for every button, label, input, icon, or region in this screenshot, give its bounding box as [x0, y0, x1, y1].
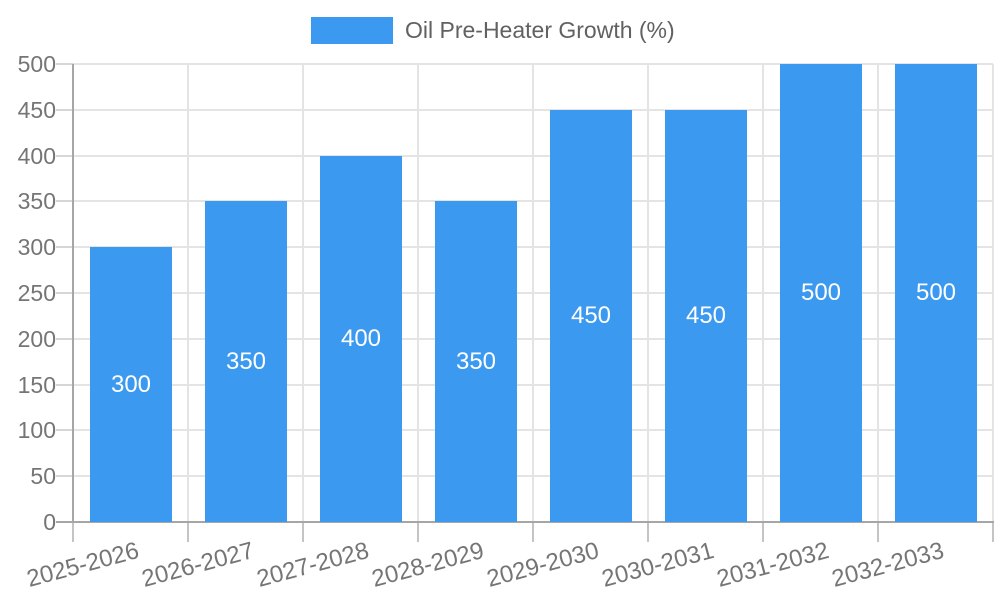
y-axis-tick [56, 200, 73, 202]
y-axis-tick [56, 521, 73, 523]
y-axis-line [72, 64, 74, 523]
bar-value-label: 500 [915, 279, 957, 306]
bar-value-label: 450 [685, 302, 727, 329]
x-gridline [647, 64, 649, 522]
x-axis-label: 2031-2032 [714, 537, 832, 593]
y-axis-tick [56, 155, 73, 157]
x-axis-tick [762, 522, 764, 542]
x-axis-label: 2032-2033 [829, 537, 947, 593]
bar[interactable] [205, 201, 287, 522]
x-axis-tick [992, 522, 994, 542]
y-axis-label: 350 [17, 188, 56, 214]
x-gridline [762, 64, 764, 522]
bar[interactable] [320, 156, 402, 522]
y-axis-tick [56, 292, 73, 294]
x-gridline [302, 64, 304, 522]
y-axis-label: 50 [30, 463, 56, 489]
bar-value-label: 500 [800, 279, 842, 306]
y-axis-tick [56, 475, 73, 477]
bar[interactable] [435, 201, 517, 522]
y-axis-tick [56, 246, 73, 248]
x-axis-tick [532, 522, 534, 542]
y-axis-label: 0 [43, 509, 56, 535]
bar[interactable] [780, 64, 862, 522]
legend-label: Oil Pre-Heater Growth (%) [405, 17, 675, 43]
x-gridline [417, 64, 419, 522]
x-axis-line [72, 521, 994, 523]
y-axis-label: 250 [17, 280, 56, 306]
y-axis-tick [56, 63, 73, 65]
y-axis-tick [56, 338, 73, 340]
bar[interactable] [90, 247, 172, 522]
bar-value-label: 400 [340, 325, 382, 352]
legend: Oil Pre-Heater Growth (%) [311, 17, 675, 44]
y-axis-label: 450 [17, 97, 56, 123]
bar-value-label: 300 [110, 371, 152, 398]
y-axis-label: 100 [17, 417, 56, 443]
x-axis-tick [417, 522, 419, 542]
x-axis-tick [647, 522, 649, 542]
x-axis-label: 2027-2028 [254, 537, 372, 593]
y-axis-tick [56, 384, 73, 386]
bar[interactable] [550, 110, 632, 522]
x-axis-label: 2030-2031 [599, 537, 717, 593]
x-gridline [877, 64, 879, 522]
legend-swatch [311, 17, 393, 44]
x-axis-tick [72, 522, 74, 542]
x-axis-label: 2029-2030 [484, 537, 602, 593]
y-axis-label: 500 [17, 51, 56, 77]
y-axis-label: 150 [17, 372, 56, 398]
x-axis-label: 2025-2026 [24, 537, 142, 593]
y-axis-label: 400 [17, 143, 56, 169]
bar-value-label: 450 [570, 302, 612, 329]
x-gridline [187, 64, 189, 522]
y-axis-label: 200 [17, 326, 56, 352]
x-axis-tick [302, 522, 304, 542]
x-gridline [532, 64, 534, 522]
x-gridline [992, 64, 994, 522]
bar[interactable] [665, 110, 747, 522]
y-axis-tick [56, 109, 73, 111]
x-axis-tick [187, 522, 189, 542]
bar-value-label: 350 [455, 348, 497, 375]
bar-value-label: 350 [225, 348, 267, 375]
y-axis-tick [56, 429, 73, 431]
y-axis-label: 300 [17, 234, 56, 260]
bar[interactable] [895, 64, 977, 522]
x-axis-label: 2026-2027 [139, 537, 257, 593]
x-axis-tick [877, 522, 879, 542]
x-axis-label: 2028-2029 [369, 537, 487, 593]
